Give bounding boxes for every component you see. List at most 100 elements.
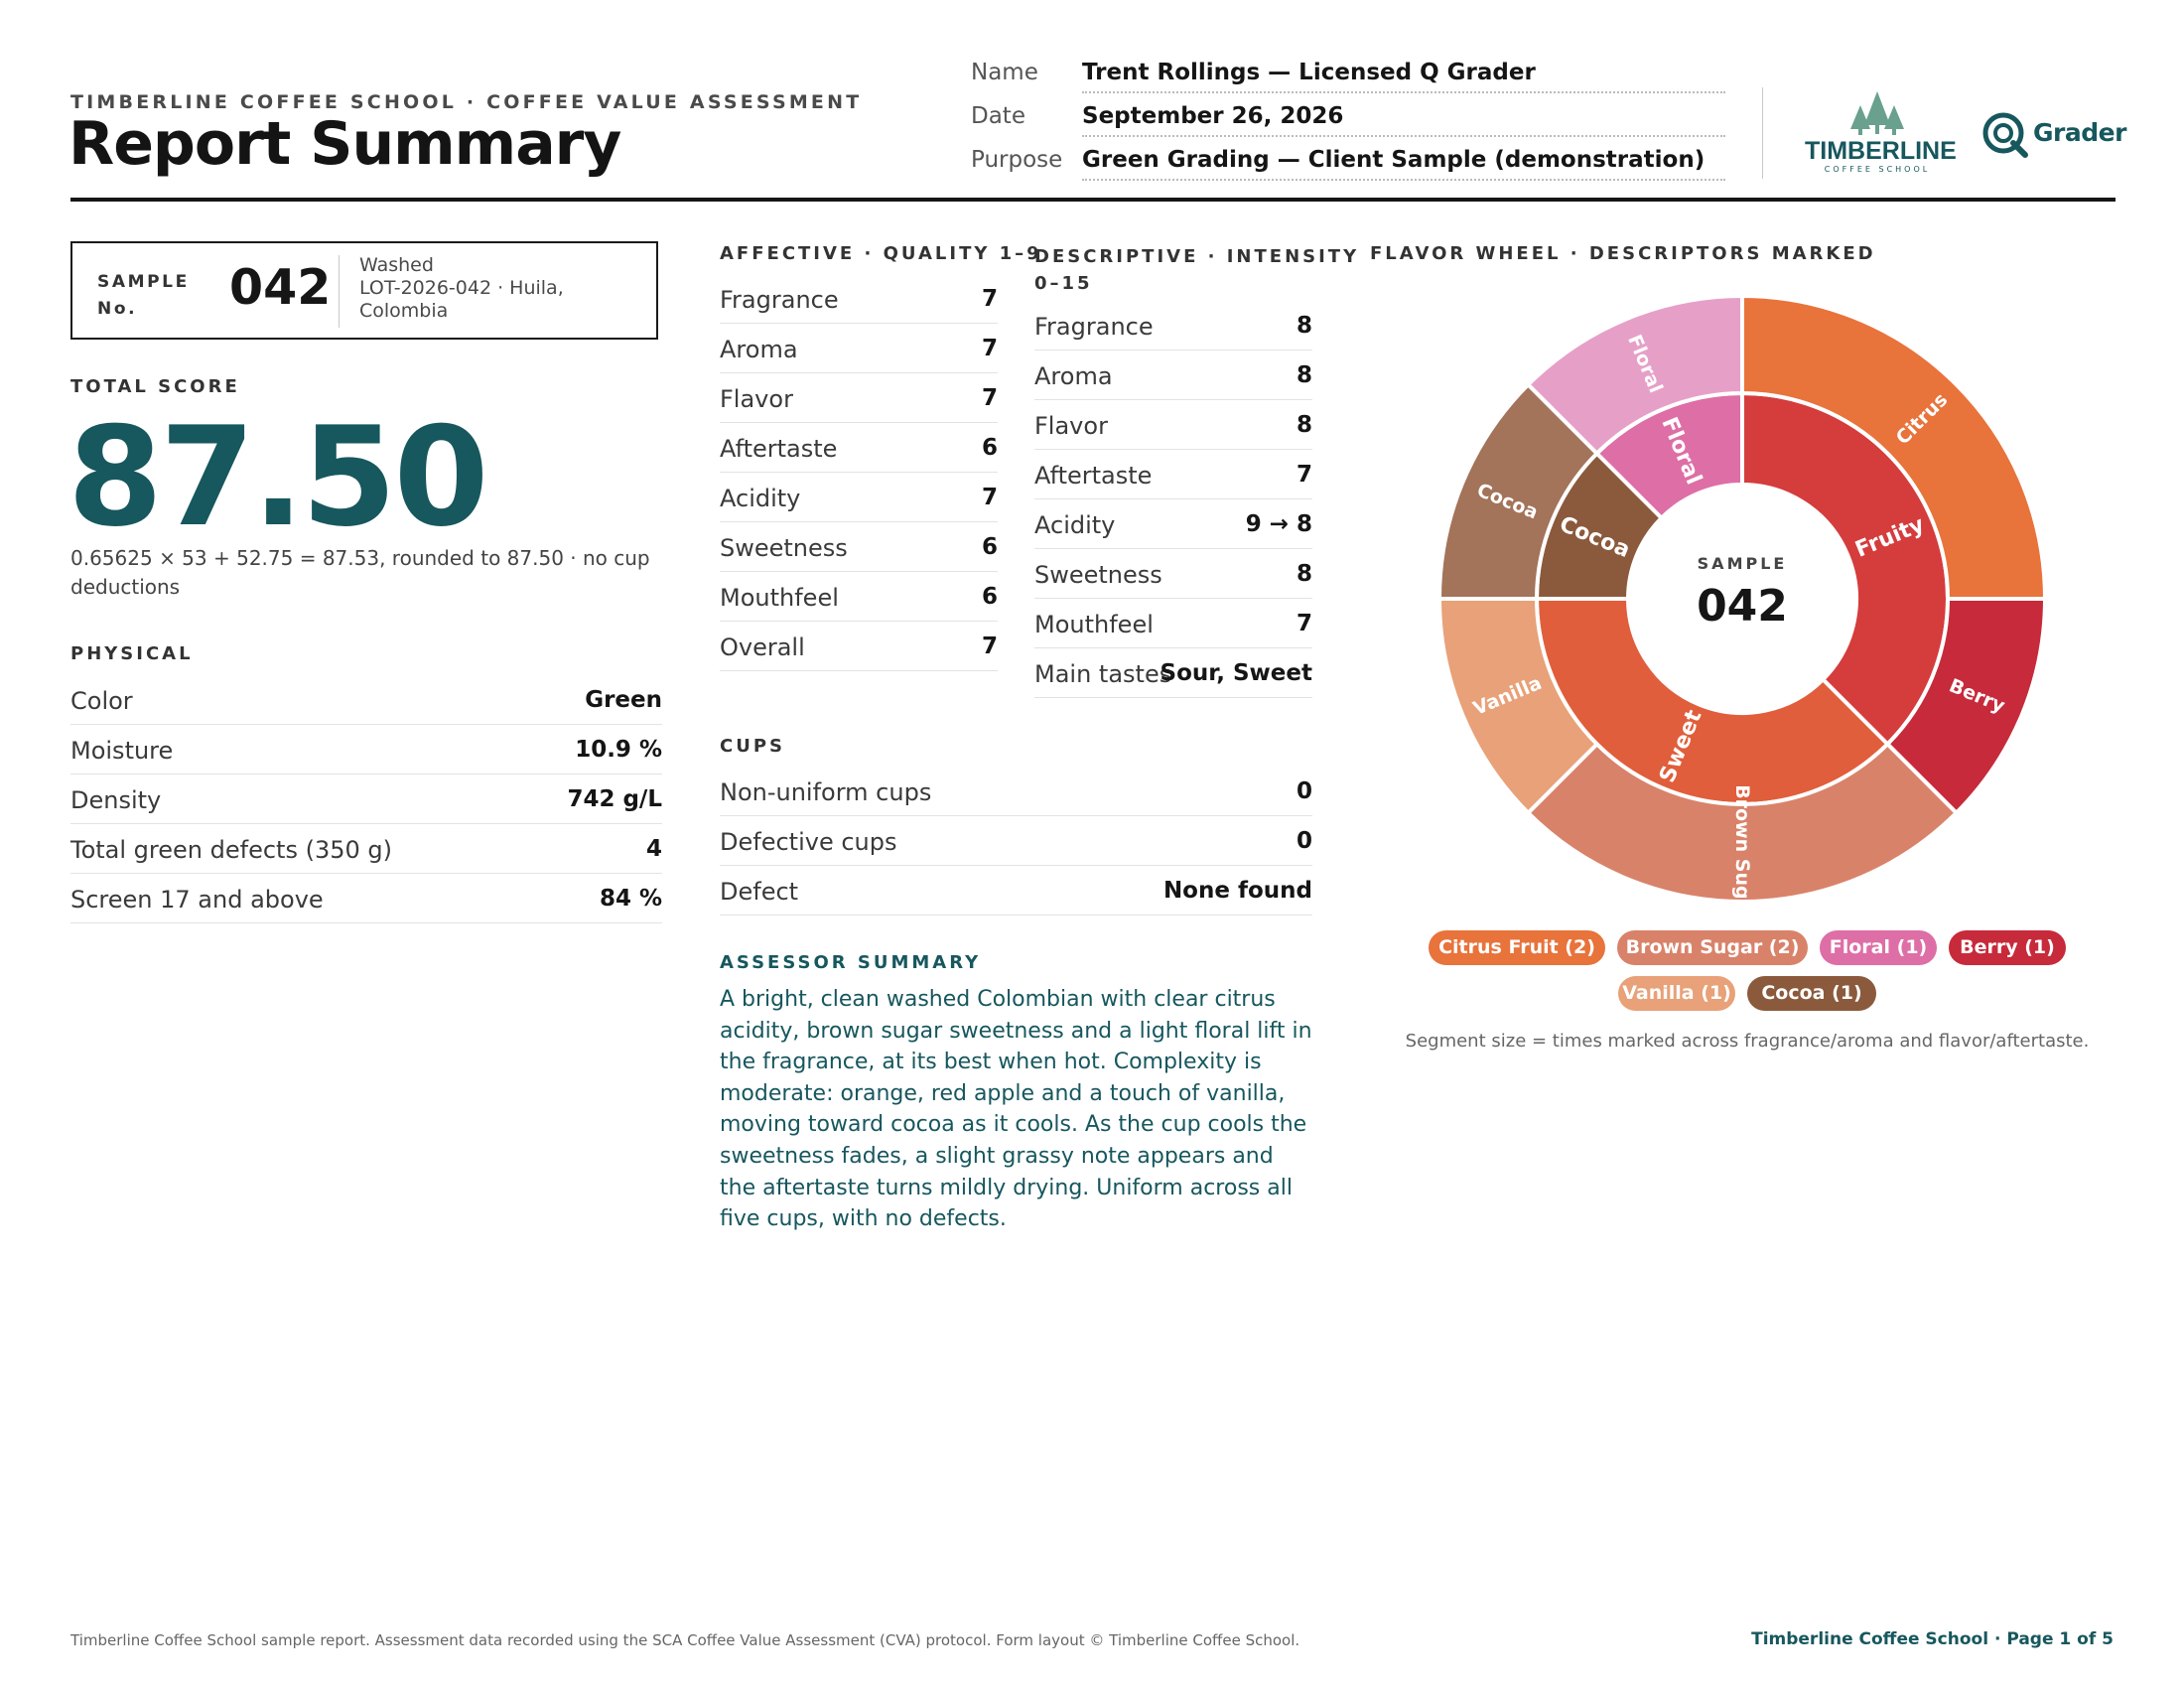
cups-key: Non-uniform cups bbox=[720, 778, 932, 806]
sample-label-line1: SAMPLE bbox=[97, 272, 190, 292]
purpose-value: Green Grading — Client Sample (demonstra… bbox=[1082, 147, 1725, 181]
header-field-date: Date September 26, 2026 bbox=[971, 99, 1725, 139]
descriptive-value: 7 bbox=[1296, 611, 1312, 636]
total-score-value: 87.50 bbox=[68, 397, 489, 557]
affective-value: 6 bbox=[981, 584, 998, 610]
outer-ring-segment-floral bbox=[1525, 296, 1744, 457]
cups-row: Defect None found bbox=[720, 866, 1312, 915]
date-value: September 26, 2026 bbox=[1082, 103, 1725, 137]
assessor-summary-text: A bright, clean washed Colombian with cl… bbox=[720, 987, 1312, 1232]
wheel-center bbox=[1630, 487, 1854, 711]
descriptive-title-line2: 0–15 bbox=[1034, 273, 1093, 294]
cups-title: CUPS bbox=[720, 736, 785, 757]
descriptive-key: Acidity bbox=[1034, 511, 1116, 539]
flavor-chip: Citrus Fruit (2) bbox=[1429, 930, 1605, 965]
sample-lot: LOT-2026-042 · Huila, Colombia bbox=[359, 277, 564, 322]
physical-title: PHYSICAL bbox=[70, 643, 194, 664]
physical-key: Density bbox=[70, 786, 162, 814]
cups-key: Defective cups bbox=[720, 828, 897, 856]
physical-row: Screen 17 and above 84 % bbox=[70, 874, 662, 923]
descriptive-key: Fragrance bbox=[1034, 313, 1154, 341]
cups-table: Non-uniform cups 0 Defective cups 0 Defect… bbox=[720, 767, 1312, 915]
physical-key: Total green defects (350 g) bbox=[70, 836, 392, 864]
affective-key: Acidity bbox=[720, 485, 801, 512]
physical-value: 4 bbox=[645, 836, 662, 862]
descriptive-key: Aroma bbox=[1034, 362, 1113, 390]
flavor-chip: Cocoa (1) bbox=[1747, 976, 1876, 1011]
physical-key: Color bbox=[70, 687, 133, 715]
descriptive-value: 8 bbox=[1296, 362, 1312, 388]
descriptive-row: Sweetness 8 bbox=[1034, 549, 1312, 599]
assessor-summary-title: ASSESSOR SUMMARY bbox=[720, 952, 982, 973]
outer-ring-segment-citrus bbox=[1740, 296, 2045, 601]
descriptive-row: Main tastes Sour, Sweet bbox=[1034, 648, 1312, 698]
footer-disclaimer: Timberline Coffee School sample report. … bbox=[70, 1631, 1300, 1649]
grader-logo: Grader bbox=[1981, 109, 2126, 159]
affective-value: 7 bbox=[981, 633, 998, 659]
affective-value: 6 bbox=[981, 534, 998, 560]
descriptive-row: Flavor 8 bbox=[1034, 400, 1312, 450]
affective-row: Mouthfeel 6 bbox=[720, 572, 998, 622]
affective-table: Fragrance 7 Aroma 7 Flavor 7 Aftertaste 6 Ac… bbox=[720, 274, 998, 671]
wheel-center-number: 042 bbox=[1697, 581, 1788, 632]
q-grader-icon bbox=[1982, 112, 2028, 158]
descriptive-key: Main tastes bbox=[1034, 660, 1172, 688]
physical-table: Color Green Moisture 10.9 % Density 742 g/L… bbox=[70, 675, 662, 923]
descriptive-value: 8 bbox=[1296, 412, 1312, 438]
date-label: Date bbox=[971, 103, 1025, 129]
descriptive-title: DESCRIPTIVE · INTENSITY 0–15 bbox=[1034, 243, 1359, 297]
affective-row: Acidity 7 bbox=[720, 473, 998, 522]
cups-row: Non-uniform cups 0 bbox=[720, 767, 1312, 816]
affective-value: 6 bbox=[981, 435, 998, 461]
header-rule bbox=[70, 198, 2116, 202]
descriptive-row: Fragrance 8 bbox=[1034, 301, 1312, 351]
descriptive-key: Sweetness bbox=[1034, 561, 1162, 589]
header-field-name: Name Trent Rollings — Licensed Q Grader bbox=[971, 56, 1725, 95]
footer-page-info: Timberline Coffee School · Page 1 of 5 bbox=[1751, 1629, 2114, 1649]
sample-number: 042 bbox=[229, 259, 332, 316]
cups-value: None found bbox=[1162, 878, 1312, 904]
affective-row: Flavor 7 bbox=[720, 373, 998, 423]
affective-row: Fragrance 7 bbox=[720, 274, 998, 324]
timberline-logo: TIMBERLINE COFFEE SCHOOL bbox=[1805, 87, 1957, 179]
total-score-label: TOTAL SCORE bbox=[70, 376, 240, 397]
physical-value: 742 g/L bbox=[567, 786, 662, 812]
affective-row: Aftertaste 6 bbox=[720, 423, 998, 473]
timberline-logo-name: TIMBERLINE bbox=[1805, 137, 1957, 165]
header-divider bbox=[1762, 87, 1763, 179]
cups-row: Defective cups 0 bbox=[720, 816, 1312, 866]
flavor-chips: Citrus Fruit (2) Brown Sugar (2) Floral (1… bbox=[1370, 930, 2124, 1020]
affective-key: Fragrance bbox=[720, 286, 839, 314]
descriptive-row: Aftertaste 7 bbox=[1034, 450, 1312, 499]
affective-key: Overall bbox=[720, 633, 805, 661]
page-title: Report Summary bbox=[68, 109, 621, 179]
descriptive-row: Acidity 9 → 8 bbox=[1034, 499, 1312, 549]
affective-key: Mouthfeel bbox=[720, 584, 839, 612]
affective-row: Sweetness 6 bbox=[720, 522, 998, 572]
descriptive-value: Sour, Sweet bbox=[1160, 660, 1312, 686]
sample-box: SAMPLE No. 042 Washed LOT-2026-042 · Hui… bbox=[70, 241, 658, 340]
affective-key: Sweetness bbox=[720, 534, 848, 562]
descriptive-title-line1: DESCRIPTIVE · INTENSITY bbox=[1034, 246, 1360, 267]
affective-key: Flavor bbox=[720, 385, 793, 413]
physical-row: Density 742 g/L bbox=[70, 774, 662, 824]
sample-process: Washed bbox=[359, 254, 434, 276]
total-score-formula: 0.65625 × 53 + 52.75 = 87.53, rounded to… bbox=[70, 546, 650, 599]
affective-row: Overall 7 bbox=[720, 622, 998, 671]
descriptive-key: Aftertaste bbox=[1034, 462, 1153, 490]
affective-value: 7 bbox=[981, 286, 998, 312]
descriptive-value: 8 bbox=[1296, 313, 1312, 339]
cups-value: 0 bbox=[1296, 828, 1312, 854]
physical-key: Moisture bbox=[70, 737, 174, 765]
affective-key: Aroma bbox=[720, 336, 798, 363]
physical-row: Color Green bbox=[70, 675, 662, 725]
sample-label: SAMPLE No. bbox=[97, 269, 190, 323]
descriptive-row: Mouthfeel 7 bbox=[1034, 599, 1312, 648]
descriptive-table: Fragrance 8 Aroma 8 Flavor 8 Aftertaste 7 Ac… bbox=[1034, 301, 1312, 698]
physical-value: Green bbox=[585, 687, 662, 713]
affective-value: 7 bbox=[981, 485, 998, 510]
outer-ring-label: Brown Sugar bbox=[1731, 784, 1753, 902]
timberline-logo-sub: COFFEE SCHOOL bbox=[1824, 165, 1931, 174]
purpose-label: Purpose bbox=[971, 147, 1063, 173]
flavor-wheel-title: FLAVOR WHEEL · DESCRIPTORS MARKED bbox=[1370, 243, 1876, 264]
